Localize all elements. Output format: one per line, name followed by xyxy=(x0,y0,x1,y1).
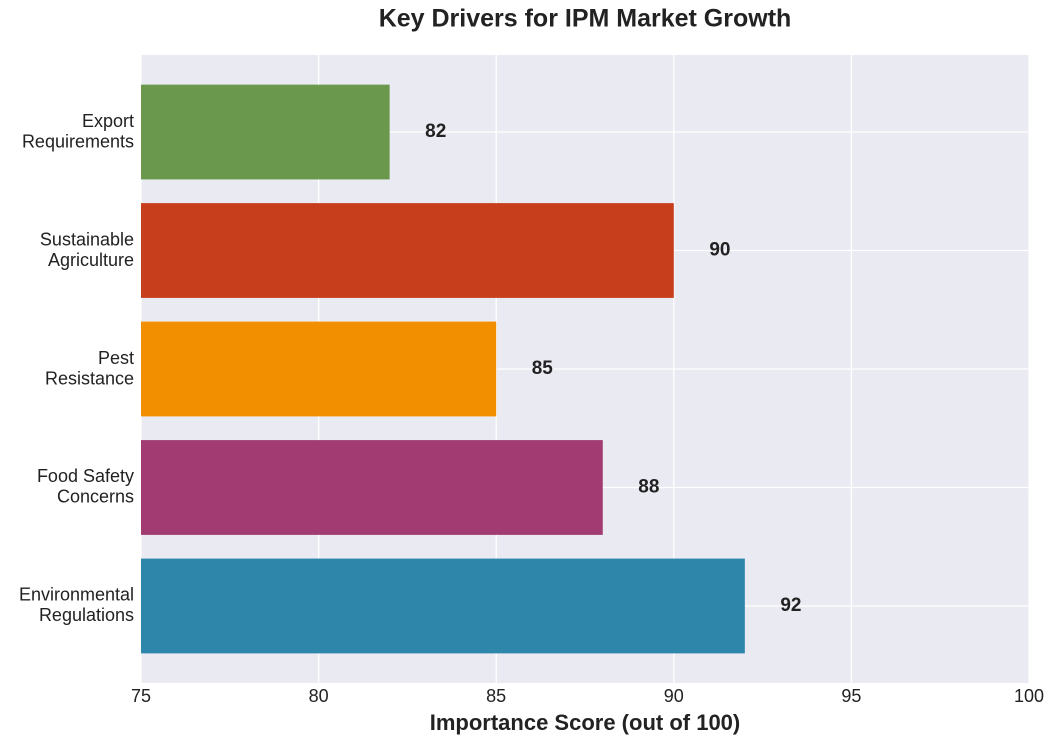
x-tick-label: 75 xyxy=(131,686,151,706)
x-tick-label: 85 xyxy=(486,686,506,706)
bar xyxy=(141,84,390,180)
x-axis-label: Importance Score (out of 100) xyxy=(430,710,741,735)
x-tick-label: 80 xyxy=(309,686,329,706)
x-tick-label: 95 xyxy=(841,686,861,706)
y-tick-label: Pest Resistance xyxy=(45,348,134,389)
y-tick-label: Environmental Regulations xyxy=(19,584,134,625)
y-tick-label: Food Safety Concerns xyxy=(37,466,134,507)
bar xyxy=(141,440,603,535)
value-label: 82 xyxy=(425,121,446,142)
x-tick-label: 100 xyxy=(1014,686,1044,706)
x-tick-label: 90 xyxy=(664,686,684,706)
value-label: 92 xyxy=(780,595,801,616)
chart-title: Key Drivers for IPM Market Growth xyxy=(379,5,792,33)
y-tick-label: Sustainable Agriculture xyxy=(40,229,134,270)
value-label: 90 xyxy=(709,240,730,261)
value-label: 88 xyxy=(638,477,659,498)
bar xyxy=(141,321,497,417)
bar xyxy=(141,203,674,298)
bar xyxy=(141,558,745,654)
value-label: 85 xyxy=(532,358,554,379)
y-tick-label: Export Requirements xyxy=(22,111,134,152)
